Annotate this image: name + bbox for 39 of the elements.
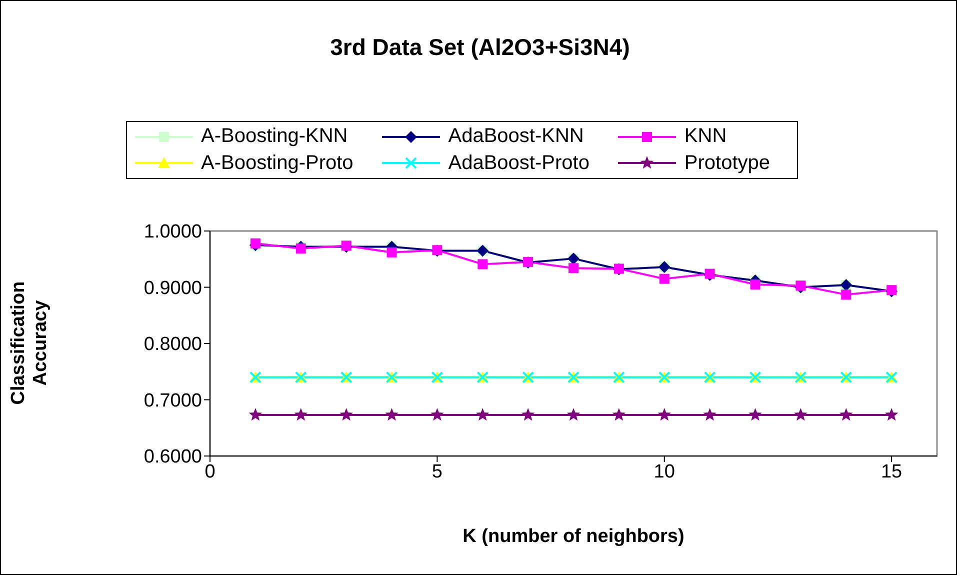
y-tick-label: 0.8000 [144,334,202,356]
point [340,408,353,421]
point [386,247,397,258]
point [750,279,760,290]
point [703,408,716,421]
point [521,408,535,421]
chart-title: 3rd Data Set (Al2O3+Si3N4) [329,34,631,61]
legend-label: Prototype [684,152,770,175]
x-tick-label: 15 [880,461,902,482]
legend-label: AdaBoost-Proto [448,152,590,175]
y-tick-label: 1.0000 [144,222,202,243]
point [658,408,672,421]
x-tick-label: 10 [654,461,675,482]
x-axis-title: K (number of neighbors) [462,526,686,548]
point [612,408,626,421]
y-axis-title: Classification Accuracy [8,280,52,407]
point [430,408,444,421]
point [294,408,308,421]
x-tick-label: 0 [204,461,216,482]
point [478,259,488,270]
y-tick-label: 0.7000 [144,390,202,412]
point [841,290,852,300]
x-tick-label: 5 [432,461,442,482]
point [748,408,762,421]
point [794,408,808,421]
point [566,408,580,421]
legend-label: A-Boosting-KNN [201,125,348,148]
point [839,408,853,421]
legend-label: A-Boosting-Proto [201,152,354,175]
point [659,274,670,284]
point [568,263,578,274]
legend-label: KNN [684,125,727,148]
point [884,408,898,421]
y-tick-label: 0.6000 [144,446,202,468]
point [476,408,490,421]
point [248,408,262,421]
y-tick-label: 0.9000 [144,278,202,299]
legend-label: AdaBoost-KNN [448,125,584,148]
point [385,408,398,421]
